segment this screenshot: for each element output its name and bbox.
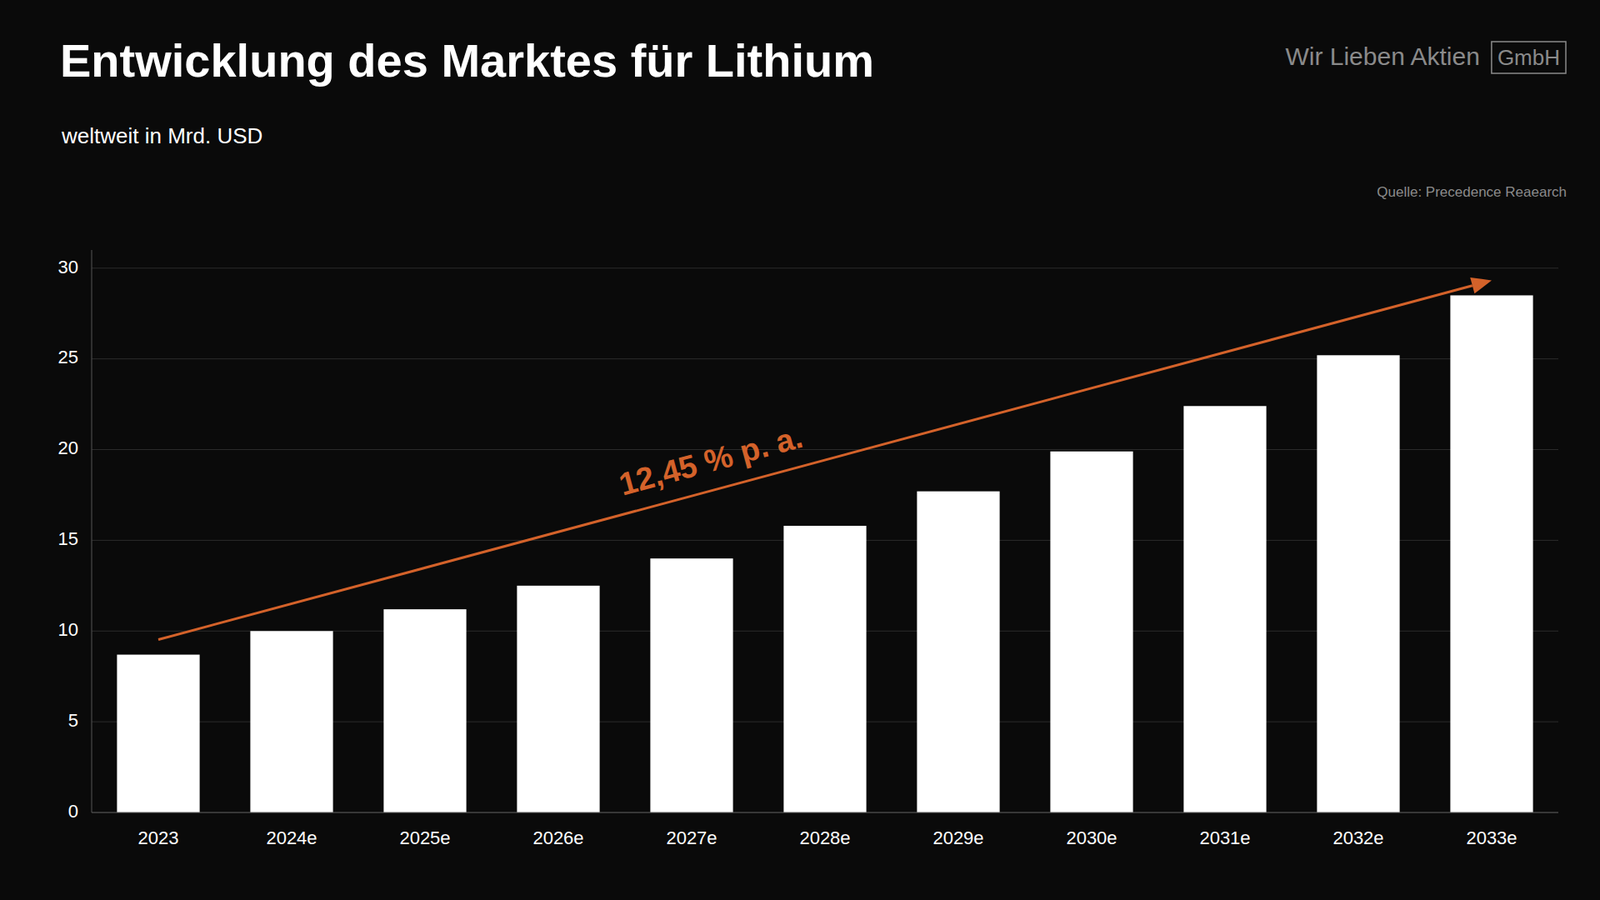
brand: Wir Lieben Aktien <box>1285 42 1480 70</box>
background <box>0 0 1600 900</box>
x-tick-label: 2033e <box>1465 827 1517 849</box>
x-tick-label: 2026e <box>532 827 584 849</box>
grid-line <box>91 267 1559 269</box>
bar <box>916 491 1000 813</box>
bar <box>1450 295 1533 813</box>
bar <box>516 585 600 813</box>
arrow-shaft <box>158 285 1473 640</box>
brand-box-frame <box>1491 41 1566 74</box>
arrow-head <box>1470 277 1492 294</box>
bar <box>250 630 333 813</box>
y-tick-label: 10 <box>58 619 79 640</box>
growth-arrow <box>158 277 1492 640</box>
y-tick-label: 30 <box>58 256 79 278</box>
x-tick-label: 2030e <box>1065 827 1117 849</box>
y-axis-line <box>91 250 93 813</box>
y-tick-label: 0 <box>68 800 79 822</box>
brand-box-text: GmbH <box>1497 45 1560 70</box>
bar <box>783 525 866 813</box>
bars <box>116 295 1533 813</box>
title: Entwicklung des Marktes für Lithium <box>60 34 875 87</box>
x-tick-label: 2023 <box>138 827 180 849</box>
subtitle: weltweit in Mrd. USD <box>60 123 263 149</box>
x-tick-label: 2032e <box>1332 827 1384 849</box>
x-tick-label: 2029e <box>932 827 984 849</box>
bar <box>650 558 733 813</box>
grid <box>91 268 1559 813</box>
bar <box>383 609 466 813</box>
annotation: 12,45 % p. a. <box>615 419 806 502</box>
bar <box>1316 355 1400 813</box>
y-tick-label: 25 <box>58 346 79 368</box>
x-tick-label: 2031e <box>1199 827 1250 849</box>
y-tick-label: 5 <box>68 710 79 731</box>
bar <box>1183 405 1266 813</box>
x-tick-label: 2025e <box>399 827 450 849</box>
x-tick-label: 2027e <box>665 827 717 849</box>
x-tick-label: 2028e <box>799 827 850 849</box>
x-axis-line <box>91 812 1559 814</box>
bar <box>1050 451 1133 813</box>
chart: Entwicklung des Marktes für Lithium weltw… <box>0 0 1600 900</box>
source: Quelle: Precedence Reaearch <box>1376 184 1567 200</box>
grid-line <box>91 812 1559 814</box>
bar <box>116 655 200 813</box>
brand-box: GmbH <box>1491 41 1566 74</box>
x-tick-label: 2024e <box>265 827 317 849</box>
y-tick-label: 15 <box>58 528 79 550</box>
y-tick-label: 20 <box>58 437 79 459</box>
